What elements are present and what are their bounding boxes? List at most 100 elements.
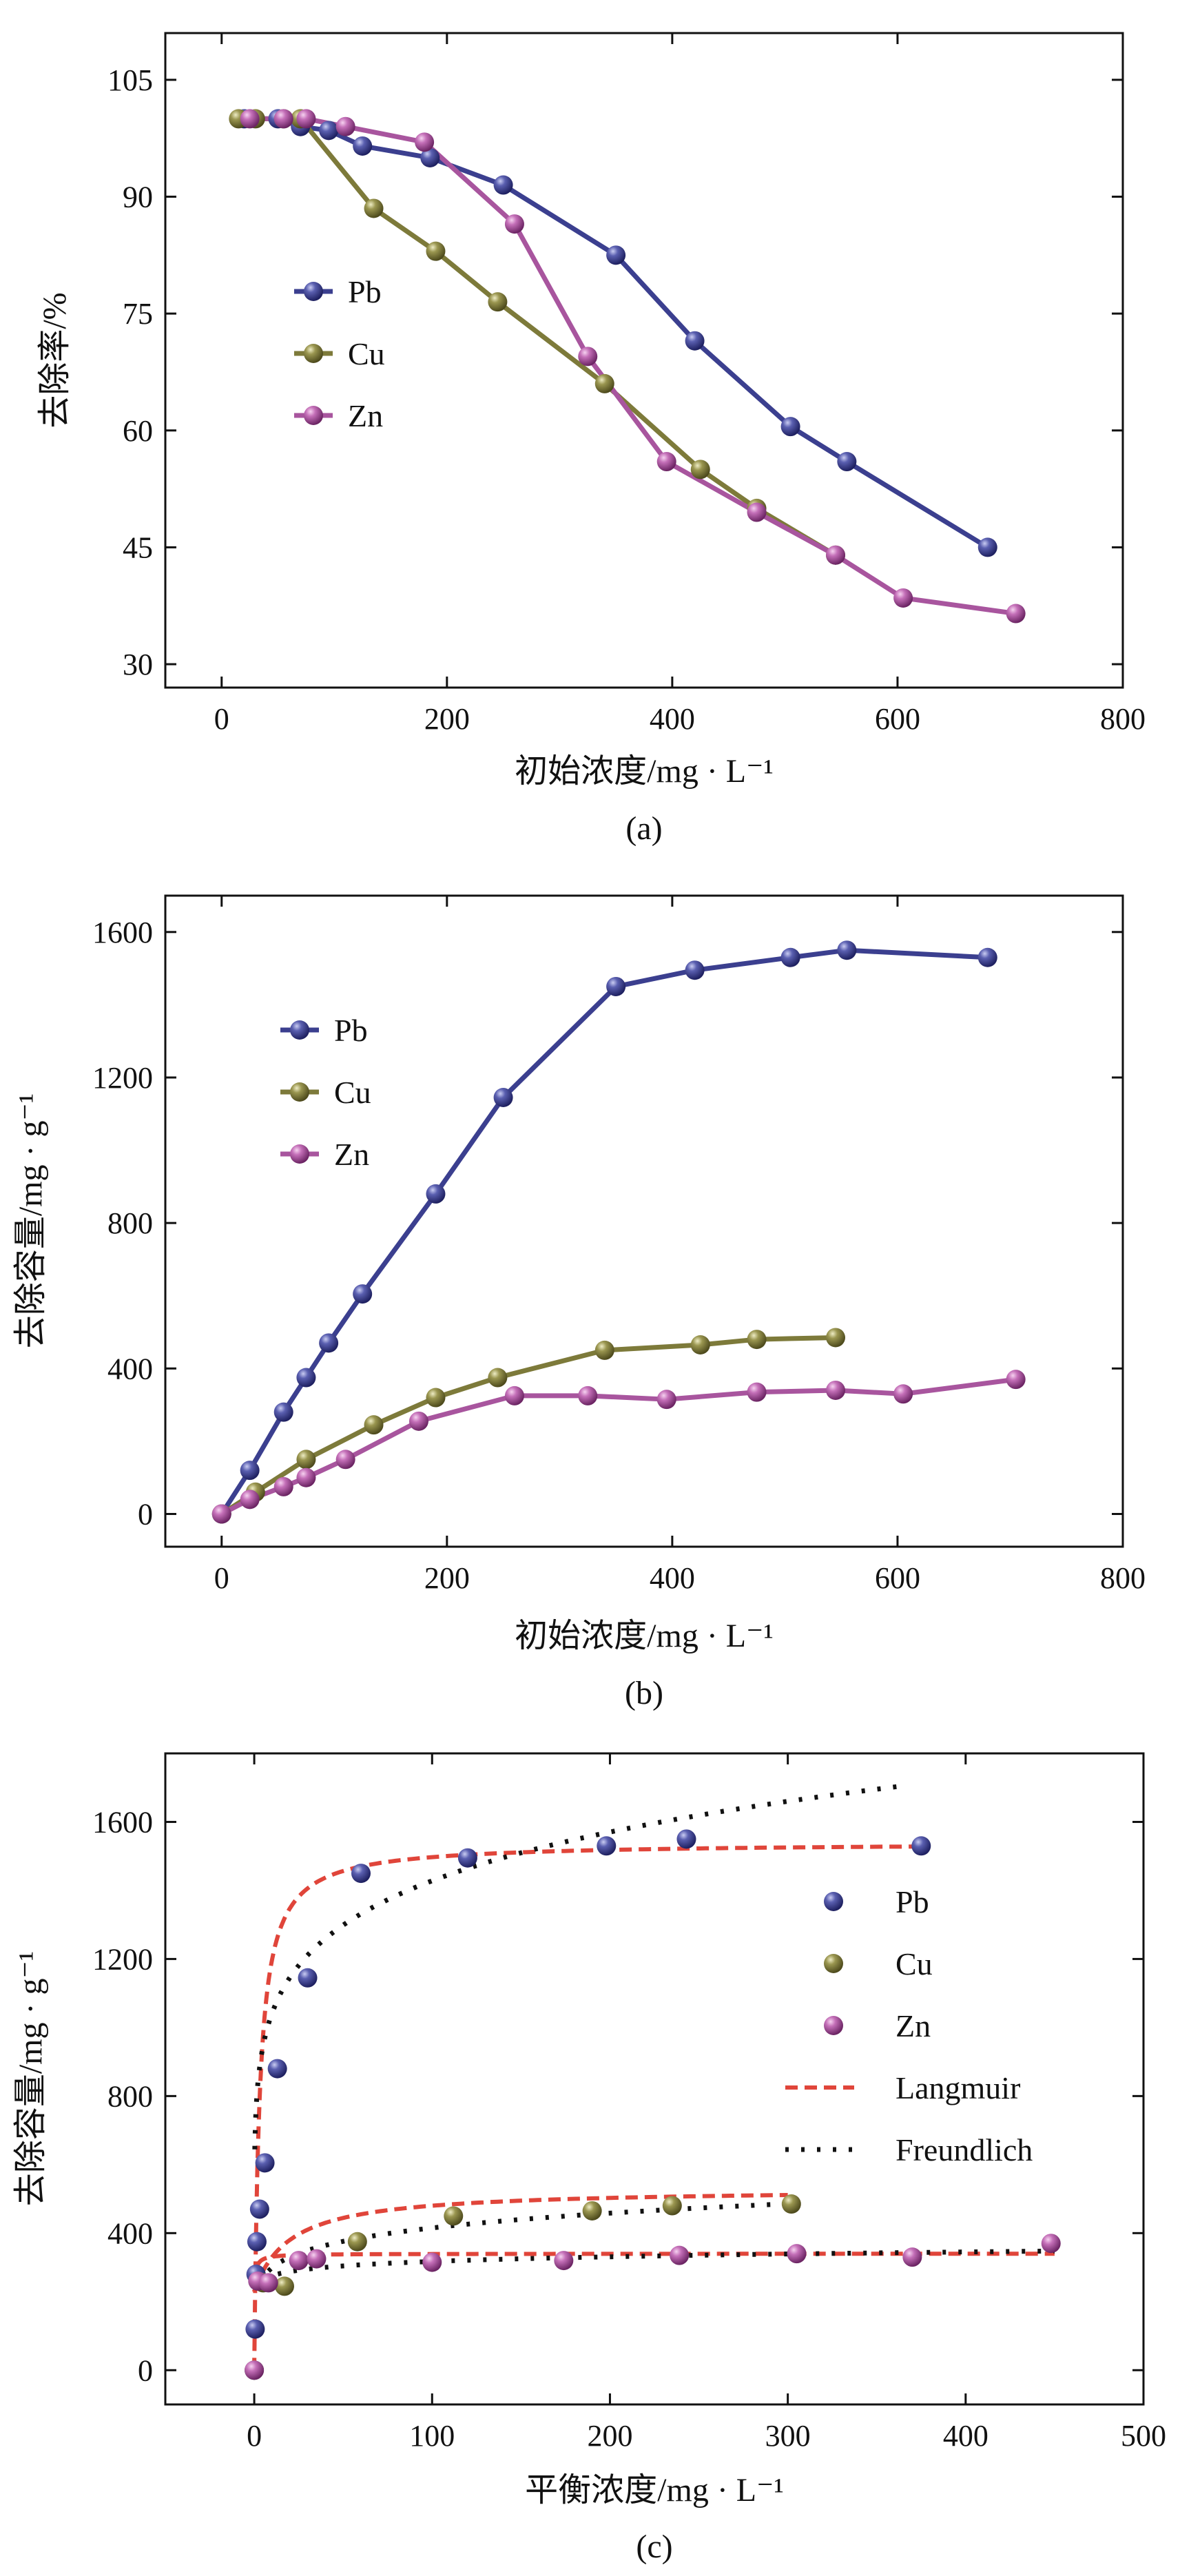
panel-a-x-tick-label: 800	[1100, 702, 1146, 736]
panel-c-point-cu	[274, 2276, 294, 2296]
panel-b-point-cu	[426, 1388, 446, 1408]
panel-c-point-zn	[258, 2273, 278, 2293]
legend-marker-pb	[824, 1892, 843, 1911]
legend-label-cu: Cu	[896, 1946, 933, 1981]
panel-b-point-zn	[273, 1476, 293, 1496]
panel-c-point-zn	[422, 2252, 442, 2272]
panel-c-point-pb	[245, 2319, 265, 2339]
panel-a-point-pb	[606, 245, 626, 265]
panel-a-caption: (a)	[625, 810, 662, 847]
panel-c-point-zn	[554, 2251, 574, 2271]
panel-b-line-cu	[220, 1335, 836, 1516]
panel-c-x-tick-label: 200	[587, 2419, 632, 2453]
panel-a-y-tick-label: 75	[123, 297, 153, 331]
panel-b-point-zn	[826, 1380, 845, 1400]
panel-b-point-pb	[240, 1461, 260, 1481]
panel-c-markers	[245, 1829, 1061, 2380]
panel-c-point-zn	[670, 2245, 690, 2265]
panel-c-fit-langmuir-pb	[252, 1844, 922, 2371]
panel-b-markers	[211, 940, 1026, 1524]
panel-b-plot-frame	[164, 894, 1124, 1548]
panel-b-point-zn	[504, 1385, 524, 1405]
legend-marker-zn	[290, 1144, 309, 1164]
panel-a-point-zn	[504, 214, 524, 234]
panel-c-point-pb	[676, 1829, 696, 1849]
panel-b-x-tick-label: 200	[424, 1561, 470, 1595]
panel-b-point-pb	[493, 1088, 513, 1108]
panel-a-point-zn	[296, 109, 316, 129]
panel-a-point-cu	[426, 241, 446, 261]
panel-c-x-tick-label: 0	[247, 2419, 262, 2453]
panel-c-point-zn	[902, 2247, 922, 2267]
panel-b: 0 200 400 600 800 0 400 800 1200 1600 Pb Cu Zn 初始浓度…	[12, 894, 1146, 1711]
panel-c-y-tick-label: 800	[107, 2079, 153, 2113]
panel-c-x-axis-title: 平衡浓度/mg · L⁻¹	[525, 2472, 784, 2508]
legend-label-freundlich: Freundlich	[896, 2132, 1033, 2167]
legend-label-langmuir: Langmuir	[896, 2070, 1020, 2105]
panel-a-point-zn	[747, 502, 767, 522]
panel-b-point-pb	[685, 960, 705, 980]
panel-b-point-pb	[296, 1368, 316, 1388]
legend-label-zn: Zn	[896, 2008, 931, 2043]
panel-b-point-cu	[488, 1368, 508, 1388]
panel-a-y-axis-title: 去除率/%	[37, 292, 73, 428]
panel-c-point-pb	[247, 2232, 267, 2252]
panel-b-x-tick-label: 600	[875, 1561, 920, 1595]
panel-a-x-tick-label: 400	[650, 702, 695, 736]
panel-c-point-pb	[351, 1864, 371, 1884]
panel-b-point-cu	[690, 1335, 710, 1354]
panel-b-point-zn	[747, 1382, 767, 1402]
panel-c-y-tick-label: 400	[107, 2216, 153, 2250]
panel-b-y-tick-label: 1600	[92, 916, 153, 949]
panel-b-point-cu	[296, 1450, 316, 1470]
panel-a-point-zn	[240, 109, 260, 129]
panel-c-x-tick-label: 500	[1121, 2419, 1166, 2453]
panel-b-x-tick-label: 800	[1100, 1561, 1146, 1595]
legend-marker-cu	[290, 1082, 309, 1102]
panel-c-fit-freundlich-pb	[252, 1783, 904, 2150]
panel-a-legend: Pb Cu Zn	[294, 274, 385, 433]
panel-b-point-cu	[594, 1340, 614, 1360]
panel-c-point-cu	[781, 2194, 801, 2214]
panel-a-point-cu	[690, 460, 710, 480]
panel-b-point-pb	[780, 947, 800, 967]
panel-a-point-cu	[488, 292, 508, 312]
panel-c-plot-frame	[164, 1752, 1145, 2406]
legend-label-zn: Zn	[348, 398, 383, 433]
panel-c-fit-langmuir-zn	[252, 2252, 1055, 2285]
panel-b-point-zn	[335, 1450, 355, 1470]
panel-a-markers	[229, 109, 1026, 624]
panel-b-x-tick-label: 0	[214, 1561, 229, 1595]
panel-a-plot-frame	[164, 32, 1124, 689]
panel-a-point-cu	[594, 373, 614, 393]
panel-c-point-cu	[444, 2206, 464, 2226]
panel-a: 0 200 400 600 800 30 45 60 75 90 105 Pb Cu Zn 初始浓度/m…	[37, 32, 1146, 847]
panel-a-point-zn	[578, 347, 598, 367]
panel-b-y-tick-label: 1200	[92, 1061, 153, 1095]
panel-b-y-tick-label: 0	[138, 1497, 153, 1531]
panel-c-fit-freundlich-cu	[257, 2201, 788, 2286]
legend-label-pb: Pb	[896, 1884, 929, 1919]
legend-label-zn: Zn	[334, 1137, 369, 1172]
panel-c-x-tick-label: 300	[765, 2419, 811, 2453]
panel-b-point-cu	[364, 1415, 384, 1435]
panel-c-y-tick-label: 1600	[92, 1805, 153, 1839]
panel-b-x-axis-title: 初始浓度/mg · L⁻¹	[515, 1618, 774, 1654]
panel-c-point-pb	[911, 1836, 931, 1856]
panel-c-point-zn	[1041, 2234, 1061, 2254]
legend-marker-cu	[824, 1954, 843, 1973]
panel-c-point-cu	[582, 2201, 602, 2220]
panel-c-point-zn	[289, 2251, 309, 2271]
panel-c-point-pb	[457, 1848, 477, 1868]
panel-a-point-pb	[685, 331, 705, 351]
panel-c-fit-langmuir-cu	[252, 2193, 788, 2293]
panel-b-point-zn	[240, 1490, 260, 1509]
panel-b-legend: Pb Cu Zn	[280, 1013, 371, 1172]
panel-b-point-cu	[747, 1330, 767, 1350]
panel-a-y-tick-label: 105	[107, 63, 153, 97]
legend-marker-zn	[304, 406, 323, 425]
panel-a-y-tick-label: 60	[123, 414, 153, 448]
panel-b-ticks: 0 200 400 600 800 0 400 800 1200 1600	[92, 896, 1146, 1595]
panel-c: 0 100 200 300 400 500 0 400 800 1200 1600 Pb Cu Zn La…	[12, 1752, 1166, 2565]
panel-a-x-tick-label: 200	[424, 702, 470, 736]
